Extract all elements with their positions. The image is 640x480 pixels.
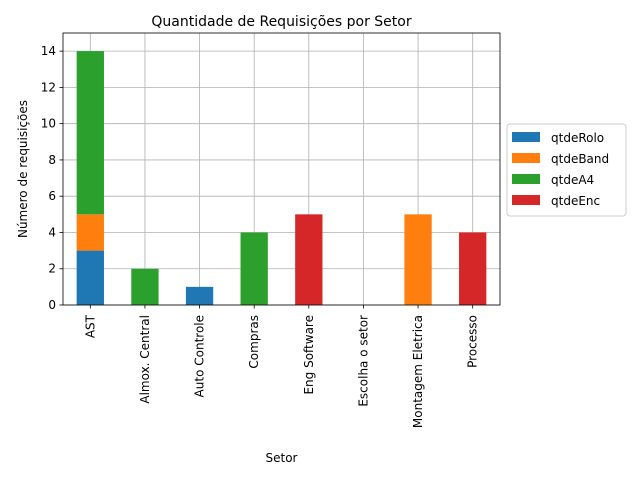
legend-swatch — [512, 132, 540, 142]
legend-label: qtdeEnc — [551, 194, 600, 208]
plot-frame — [62, 32, 501, 306]
bar-qtdeA4-1 — [131, 268, 159, 305]
legend-label: qtdeBand — [551, 152, 609, 166]
legend-label: qtdeRolo — [551, 131, 604, 145]
legend-swatch — [512, 195, 540, 205]
bar-qtdeEnc-7 — [459, 232, 487, 305]
y-tick-label: 12 — [41, 80, 56, 94]
bar-qtdeRolo-2 — [185, 286, 214, 305]
bar-qtdeRolo-0 — [76, 250, 104, 305]
bar-qtdeA4-0 — [76, 51, 104, 215]
y-tick-label: 0 — [48, 298, 56, 312]
y-tick-label: 14 — [41, 44, 56, 58]
legend: qtdeRolo qtdeBand qtdeA4 qtdeEnc — [506, 123, 627, 217]
y-tick-label: 10 — [41, 117, 56, 131]
x-tick-label: Escolha o setor — [356, 315, 370, 407]
legend-swatch — [512, 153, 540, 163]
bars-layer — [76, 51, 487, 305]
x-tick-label: Almox. Central — [138, 315, 152, 404]
legend-items: qtdeRolo qtdeBand qtdeA4 qtdeEnc — [512, 131, 609, 208]
legend-swatch — [512, 174, 540, 184]
x-tick-label: AST — [83, 314, 97, 338]
x-axis-ticks: AST Almox. Central Auto Controle Compras Eng… — [83, 305, 480, 428]
chart-title: Quantidade de Requisições por Setor — [151, 14, 411, 30]
y-axis-title: Número de requisições — [16, 100, 30, 238]
y-tick-label: 4 — [48, 225, 56, 239]
bar-qtdeA4-3 — [240, 232, 268, 305]
bar-qtdeEnc-4 — [295, 214, 323, 305]
y-tick-label: 6 — [48, 189, 56, 203]
x-axis-title: Setor — [266, 451, 298, 465]
y-tick-label: 8 — [48, 153, 56, 167]
legend-frame — [506, 123, 627, 217]
x-tick-label: Montagem Eletrica — [411, 315, 425, 428]
y-axis-ticks: 0 2 4 6 8 10 12 14 — [41, 44, 63, 312]
x-tick-label: Processo — [466, 315, 480, 368]
bar-qtdeBand-6 — [404, 214, 432, 305]
x-tick-label: Compras — [247, 315, 261, 369]
legend-label: qtdeA4 — [551, 173, 594, 187]
bar-qtdeBand-0 — [76, 214, 104, 251]
x-tick-label: Eng Software — [302, 315, 316, 395]
x-tick-label: Auto Controle — [193, 315, 207, 397]
y-tick-label: 2 — [48, 262, 56, 276]
